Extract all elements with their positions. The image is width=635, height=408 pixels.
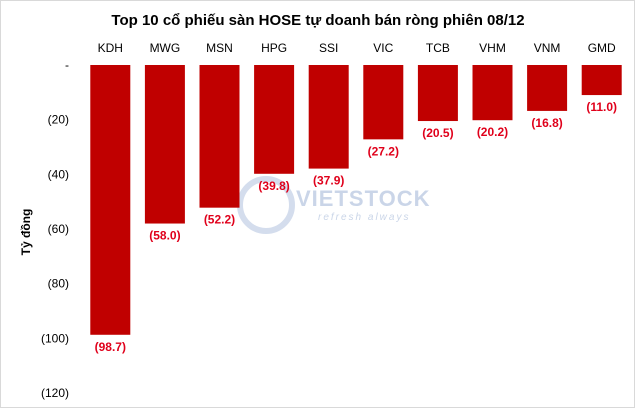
category-label: GMD	[588, 41, 616, 55]
bar-hpg	[254, 65, 295, 174]
y-tick-label: (80)	[48, 277, 69, 291]
category-label: VIC	[373, 41, 393, 55]
bar-ssi	[308, 65, 349, 169]
chart-title: Top 10 cổ phiếu sàn HOSE tự doanh bán rò…	[111, 12, 524, 29]
data-label: (11.0)	[586, 100, 617, 114]
watermark-tagline: refresh always	[318, 212, 410, 223]
category-label: SSI	[319, 41, 338, 55]
bar-kdh	[90, 65, 131, 335]
y-axis-ticks: - (20) (40) (60) (80) (100) (120)	[41, 58, 69, 400]
vietstock-watermark: VIETSTOCK refresh always	[237, 176, 431, 234]
data-label: (98.7)	[95, 340, 126, 354]
data-label: (37.9)	[313, 174, 344, 188]
category-label: KDH	[98, 41, 123, 55]
y-tick-label: (100)	[41, 331, 69, 345]
watermark-logo-icon	[237, 176, 295, 234]
y-axis-label: Tỷ đồng	[19, 209, 33, 256]
category-label: VNM	[534, 41, 561, 55]
y-tick-label: (120)	[41, 386, 69, 400]
data-label: (27.2)	[368, 144, 399, 158]
data-label: (58.0)	[149, 229, 180, 243]
data-labels: (98.7) (58.0) (52.2) (39.8) (37.9) (27.2) (20.…	[95, 100, 617, 354]
data-label: (16.8)	[531, 116, 562, 130]
bar-tcb	[417, 65, 458, 122]
bar-vic	[363, 65, 404, 140]
bar-mwg	[144, 65, 185, 224]
category-labels: KDH MWG MSN HPG SSI VIC TCB VHM VNM GMD	[98, 41, 616, 55]
y-tick-label: (20)	[48, 113, 69, 127]
data-label: (20.2)	[477, 125, 508, 139]
category-label: VHM	[479, 41, 506, 55]
y-tick-label: (60)	[48, 222, 69, 236]
data-label: (20.5)	[422, 126, 453, 140]
watermark-brand: VIETSTOCK	[296, 186, 431, 211]
category-label: TCB	[426, 41, 450, 55]
category-label: MWG	[150, 41, 181, 55]
bar-vnm	[527, 65, 568, 111]
bars	[90, 65, 622, 335]
bar-gmd	[581, 65, 622, 96]
y-tick-label: -	[65, 58, 69, 72]
bar-vhm	[472, 65, 513, 121]
y-tick-label: (40)	[48, 167, 69, 181]
data-label: (52.2)	[204, 213, 235, 227]
category-label: MSN	[206, 41, 233, 55]
data-label: (39.8)	[258, 179, 289, 193]
bar-msn	[199, 65, 240, 208]
category-label: HPG	[261, 41, 287, 55]
